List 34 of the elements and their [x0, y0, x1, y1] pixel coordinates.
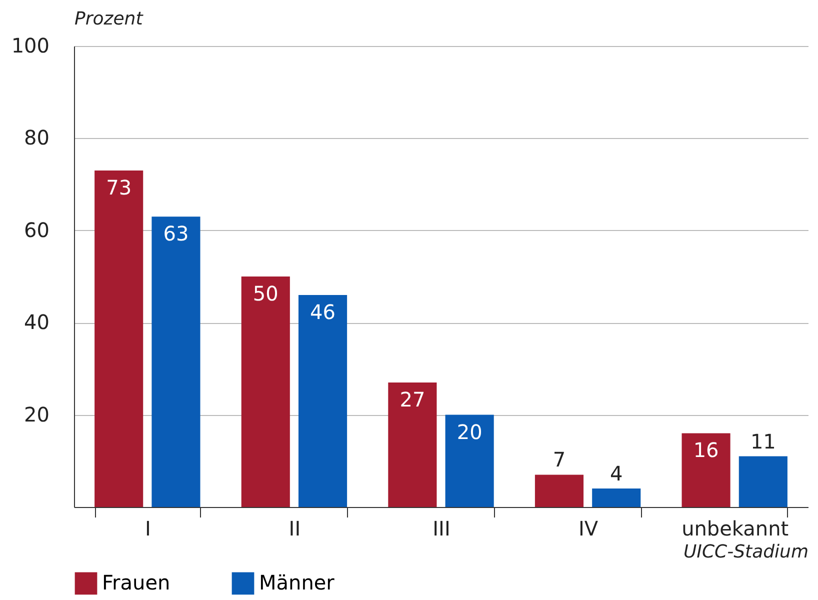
data-label: 20	[456, 420, 482, 444]
data-label: 4	[610, 462, 623, 486]
bar	[534, 474, 584, 507]
x-tick-label: II	[288, 516, 301, 540]
data-label: 7	[552, 448, 566, 472]
bar	[298, 294, 348, 507]
y-tick-label: 100	[11, 34, 50, 58]
data-label: 50	[252, 282, 278, 306]
x-tick-label: III	[432, 516, 450, 540]
bar	[241, 276, 290, 507]
bar	[682, 433, 730, 507]
legend-label: Männer	[259, 570, 336, 594]
bar	[445, 414, 494, 507]
x-tick-label: unbekannt	[682, 516, 789, 540]
data-label: 73	[106, 175, 132, 200]
data-label: 46	[310, 300, 336, 324]
y-axis-title: Prozent	[74, 8, 144, 30]
bar	[592, 488, 641, 507]
data-label: 63	[163, 222, 189, 246]
data-label: 16	[693, 438, 719, 462]
bar	[152, 216, 200, 507]
data-label: 11	[750, 429, 776, 454]
bar	[388, 382, 437, 507]
bar	[94, 170, 144, 507]
x-tick-label: I	[144, 516, 151, 540]
y-tick-label: 60	[24, 218, 50, 242]
y-tick-label: 80	[24, 126, 50, 150]
y-tick-label: 20	[24, 402, 50, 426]
x-axis-title: UICC-Stadium	[684, 542, 808, 562]
legend-label: Frauen	[102, 570, 170, 594]
bar	[738, 456, 788, 507]
x-tick-label: IV	[578, 516, 598, 540]
data-label: 27	[400, 388, 426, 412]
y-tick-label: 40	[24, 310, 50, 334]
